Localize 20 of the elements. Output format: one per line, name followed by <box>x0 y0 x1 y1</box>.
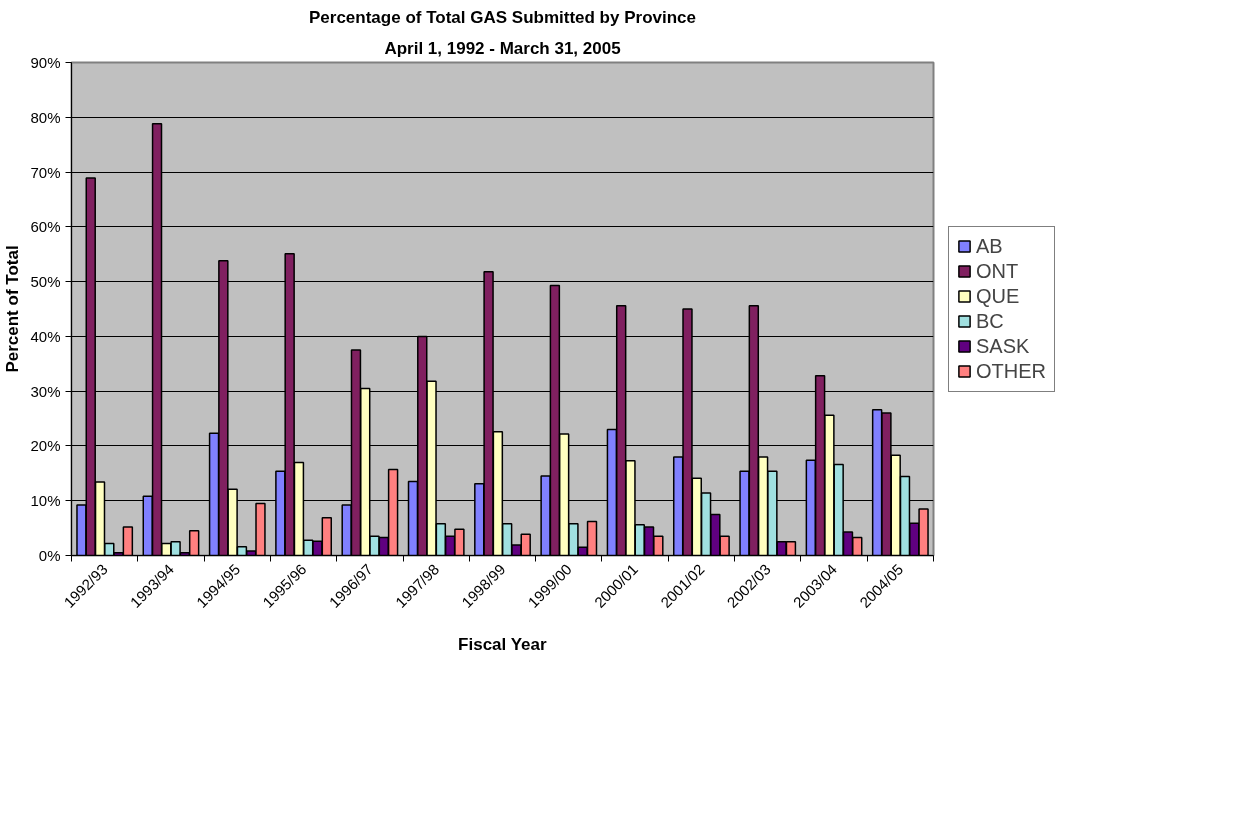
x-axis-title: Fiscal Year <box>458 634 547 654</box>
legend-label: BC <box>976 309 1004 333</box>
y-tick-label: 50% <box>30 273 61 291</box>
y-tick-label: 70% <box>30 163 61 181</box>
y-axis-title: Percent of Total <box>3 245 23 373</box>
legend-label: OTHER <box>976 359 1046 383</box>
y-tick-label: 60% <box>30 218 61 236</box>
legend-label: SASK <box>976 334 1030 358</box>
y-tick-label: 20% <box>30 437 61 455</box>
y-tick-label: 80% <box>30 108 61 126</box>
y-tick-label: 0% <box>38 547 61 564</box>
y-tick-label: 30% <box>30 382 61 400</box>
legend-label: AB <box>976 234 1003 258</box>
y-tick-label: 90% <box>30 54 61 71</box>
legend-label: ONT <box>976 259 1019 283</box>
chart-subtitle: April 1, 1992 - March 31, 2005 <box>384 38 621 58</box>
chart-title: Percentage of Total GAS Submitted by Province <box>309 7 696 27</box>
y-tick-label: 40% <box>30 327 61 345</box>
legend-label: QUE <box>976 284 1020 308</box>
y-tick-label: 10% <box>30 492 61 510</box>
